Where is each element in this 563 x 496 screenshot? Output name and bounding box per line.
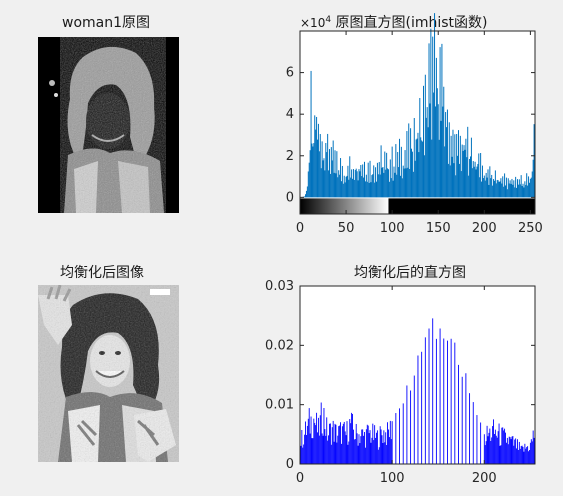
title-hist2: 均衡化后的直方图 — [354, 265, 466, 281]
hist2-xtick-label: 200 — [472, 471, 497, 486]
title-equalized-image: 均衡化后图像 — [60, 265, 144, 281]
hist1-xtick-label: 150 — [426, 221, 451, 236]
hist1-ytick-label: 4 — [286, 107, 294, 122]
hist2-ytick-label: 0 — [286, 457, 294, 472]
equalized-image — [38, 285, 179, 462]
hist2-xtick-label: 0 — [296, 471, 304, 486]
hist1-ytick-label: 2 — [286, 149, 294, 164]
colorbar-dark — [388, 198, 535, 214]
hist1-frame — [299, 30, 536, 215]
title-hist1: ×104 原图直方图(imhist函数) — [300, 12, 488, 32]
hist2-plot-area — [300, 286, 535, 464]
hist2-xtick-label: 100 — [380, 471, 405, 486]
hist1-xtick-label: 100 — [380, 221, 405, 236]
hist1-xtick-label: 250 — [518, 221, 543, 236]
hist1-xtick-label: 0 — [296, 221, 304, 236]
hist2-ytick-label: 0.01 — [265, 398, 294, 413]
colorbar-gradient — [300, 198, 389, 214]
original-image — [38, 37, 179, 213]
title-original-image: woman1原图 — [62, 15, 151, 31]
hist2-ytick-label: 0.02 — [265, 338, 294, 353]
hist1-ytick-label: 0 — [286, 190, 294, 205]
hist1-ytick-label: 6 — [286, 66, 294, 81]
hist2-ytick-label: 0.03 — [265, 279, 294, 294]
hist2-frame — [299, 285, 536, 465]
hist1-title-text: 原图直方图(imhist函数) — [335, 15, 488, 31]
hist1-xtick-label: 50 — [338, 221, 355, 236]
exponent-label: ×104 — [300, 15, 332, 30]
hist1-xtick-label: 200 — [472, 221, 497, 236]
